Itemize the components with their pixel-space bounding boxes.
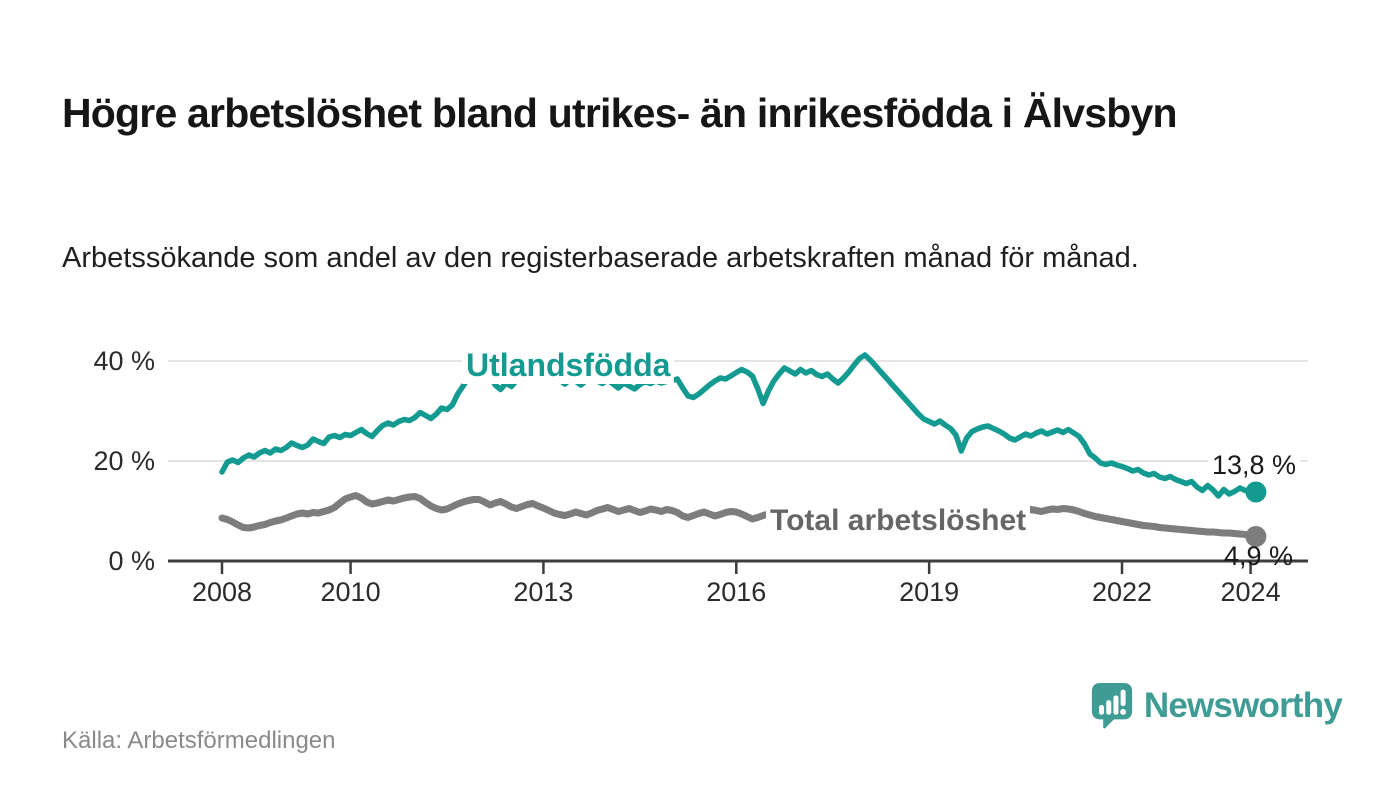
y-tick-label-0: 0 % xyxy=(108,546,155,576)
series-line-total-arbetsloshet xyxy=(218,492,1260,540)
x-axis-tick-label: 2022 xyxy=(1091,577,1153,607)
end-value-label-total-arbetsloshet: 4,9 % xyxy=(1223,541,1293,571)
end-value-label-utlandsfodda: 13,8 % xyxy=(1207,450,1300,481)
y-tick-label-20: 20 % xyxy=(93,446,155,476)
x-axis-tick-label: 2016 xyxy=(706,577,767,607)
series-line-utlandsfodda xyxy=(219,352,1259,499)
series-end-dot-utlandsfodda xyxy=(1245,481,1267,503)
newsworthy-speech-bubble-chart-icon xyxy=(1091,683,1132,729)
x-axis-tick-label: 2008 xyxy=(191,577,253,607)
gridlines xyxy=(168,360,1308,462)
x-axis-tick-label: 2019 xyxy=(899,577,960,607)
brand-name: Newsworthy xyxy=(1143,686,1343,725)
x-axis-tick-label: 2010 xyxy=(320,577,381,607)
chart-subtitle: Arbetssökande som andel av den registerb… xyxy=(62,242,1139,274)
x-axis-ticks xyxy=(220,561,1252,574)
source-attribution: Källa: Arbetsförmedlingen xyxy=(62,727,336,754)
y-tick-label-40: 40 % xyxy=(93,346,155,376)
series-label-total-arbetsloshet: Total arbetslöshet xyxy=(766,504,1031,538)
x-axis-tick-label: 2024 xyxy=(1220,577,1281,607)
bar-chart-glyph xyxy=(1098,689,1126,715)
series-end-dots xyxy=(1245,481,1267,547)
page-title: Högre arbetslöshet bland utrikes- än inr… xyxy=(62,90,1178,137)
series-label-utlandsfodda: Utlandsfödda xyxy=(462,347,675,384)
series-end-dot-total-arbetsloshet xyxy=(1245,526,1267,547)
newsworthy-brand: Newsworthy xyxy=(1089,681,1343,731)
series-group xyxy=(218,352,1260,540)
x-axis-tick-label: 2013 xyxy=(513,577,574,607)
